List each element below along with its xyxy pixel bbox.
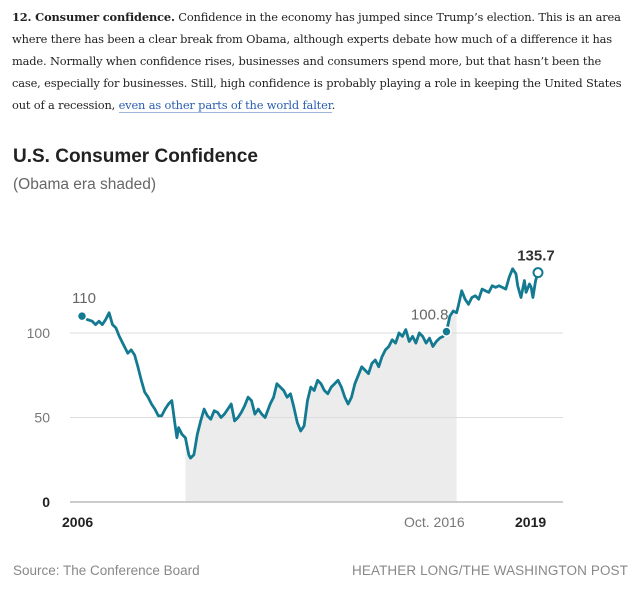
paragraph-body: Confidence in the economy has jumped sin… <box>12 10 622 112</box>
source-note: Source: The Conference Board <box>13 563 200 578</box>
data-point-marker <box>441 326 452 337</box>
x-tick-label: 2006 <box>62 514 93 530</box>
paragraph-trailing: . <box>331 98 336 112</box>
article-link[interactable]: even as other parts of the world falter <box>118 98 332 113</box>
y-tick-label: 100 <box>27 325 51 341</box>
gridlines <box>70 332 563 503</box>
confidence-line <box>85 267 540 460</box>
data-point-marker <box>76 310 88 322</box>
y-axis-ticks: 0 50 100 <box>27 325 51 510</box>
x-tick-label: 2019 <box>515 514 546 530</box>
x-axis-ticks: 2006 Oct. 2016 2019 <box>62 514 546 530</box>
article-paragraph: 12. Consumer confidence. Confidence in t… <box>12 6 632 116</box>
credit-line: HEATHER LONG/THE WASHINGTON POST <box>352 563 628 578</box>
x-tick-label: Oct. 2016 <box>404 514 465 530</box>
chart-title: U.S. Consumer Confidence <box>13 146 258 167</box>
y-tick-label: 50 <box>34 410 50 426</box>
data-label: 110 <box>72 290 96 307</box>
chart-subtitle: (Obama era shaded) <box>13 176 157 193</box>
data-point-marker-open <box>532 267 544 279</box>
y-tick-label: 0 <box>42 494 50 510</box>
data-label: 135.7 <box>517 248 555 265</box>
data-label: 100.8 <box>411 307 449 324</box>
obama-era-shading <box>185 311 457 502</box>
paragraph-lead: 12. Consumer confidence. <box>12 10 175 24</box>
annotations: 110 100.8 135.7 <box>72 248 555 337</box>
